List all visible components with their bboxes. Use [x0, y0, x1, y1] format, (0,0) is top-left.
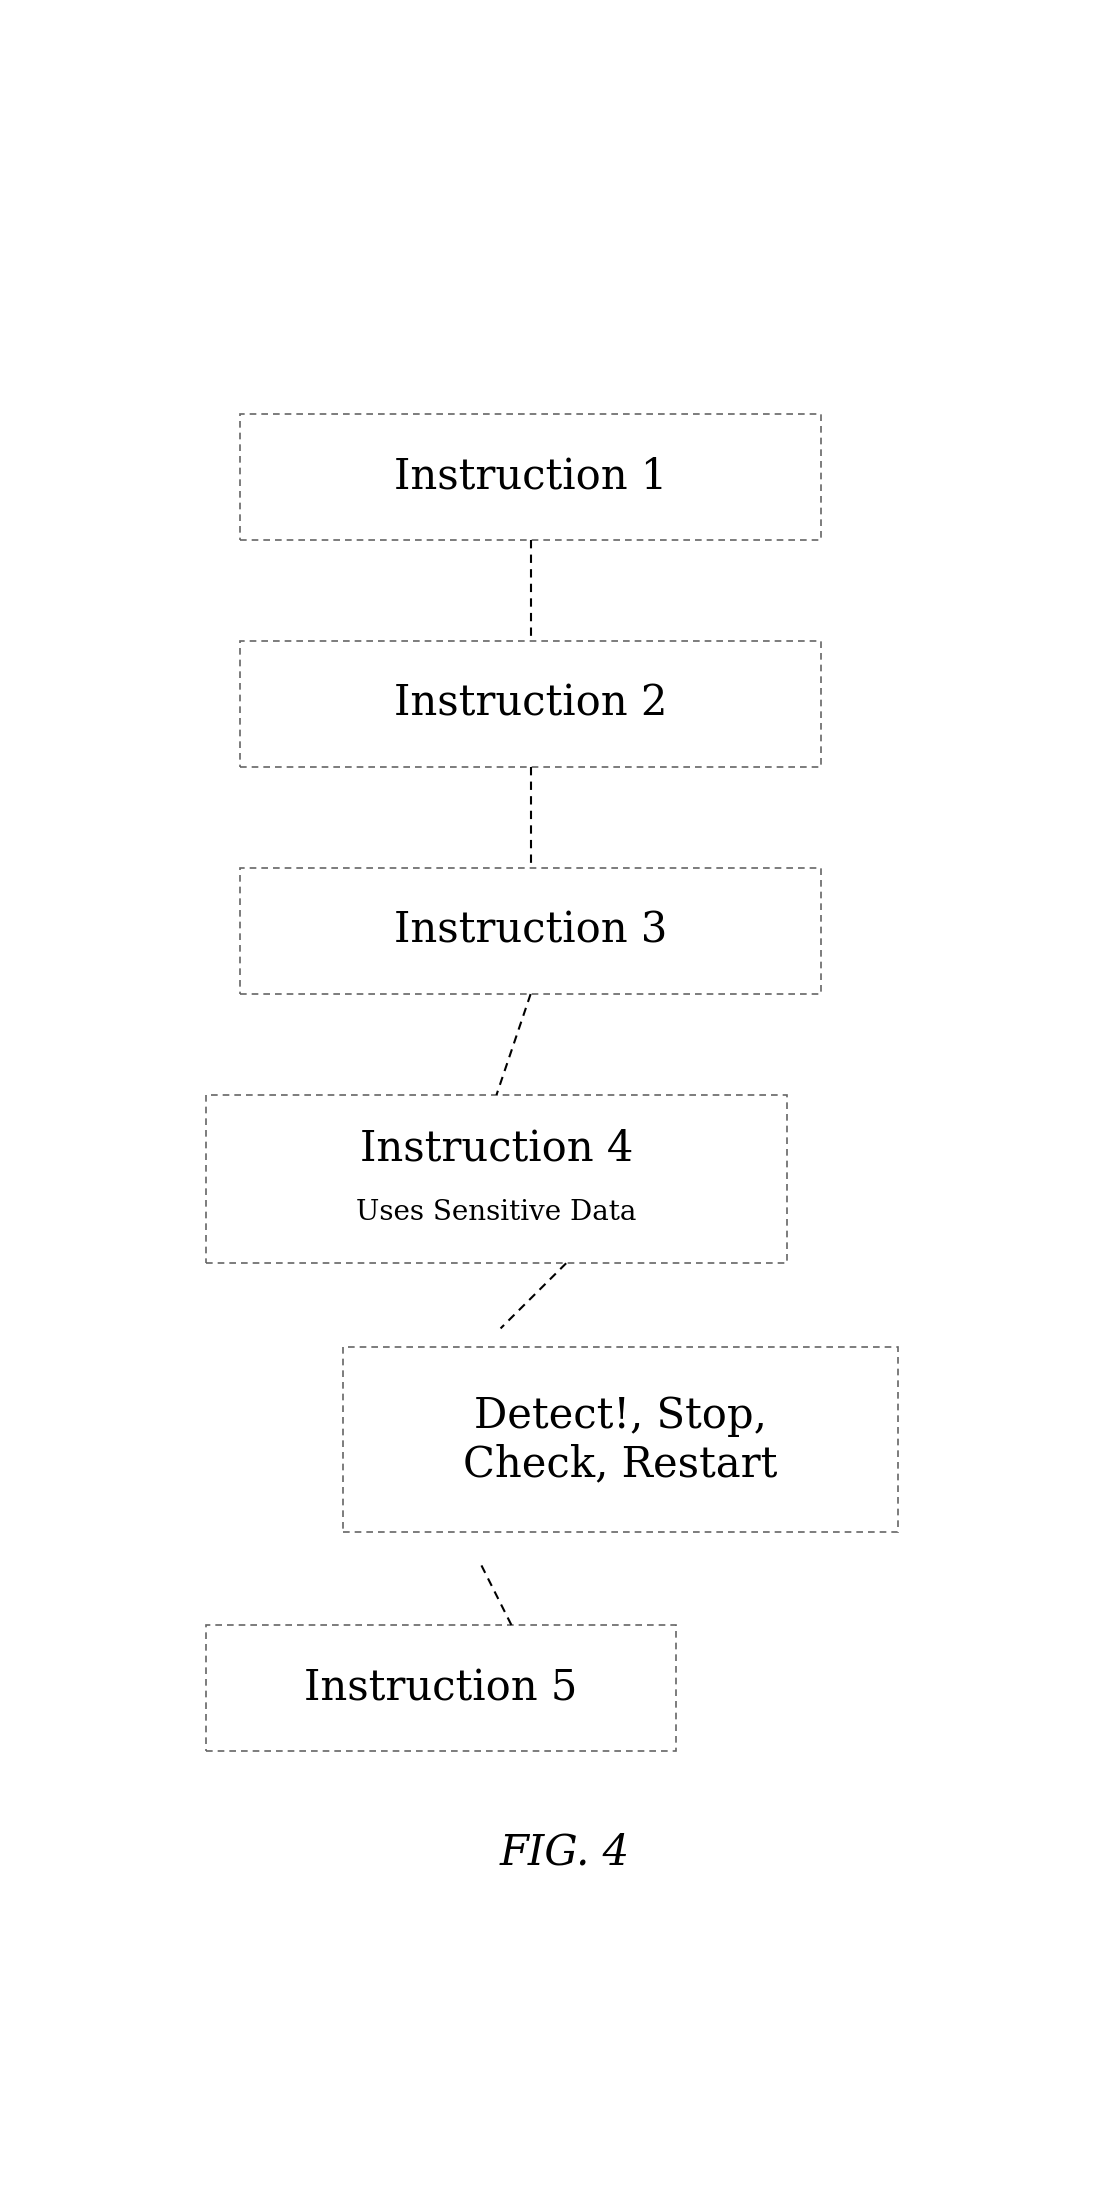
Bar — [206, 1095, 787, 1263]
Bar — [343, 1348, 898, 1532]
Bar — [240, 640, 821, 767]
Text: Detect!, Stop,
Check, Restart: Detect!, Stop, Check, Restart — [463, 1394, 778, 1486]
Text: FIG. 4: FIG. 4 — [499, 1831, 630, 1873]
Text: Instruction 4: Instruction 4 — [359, 1127, 634, 1169]
Text: Instruction 2: Instruction 2 — [393, 684, 668, 725]
Text: Uses Sensitive Data: Uses Sensitive Data — [356, 1200, 637, 1226]
Text: Instruction 5: Instruction 5 — [304, 1667, 577, 1709]
Text: Instruction 3: Instruction 3 — [393, 909, 668, 953]
Bar — [240, 867, 821, 994]
Text: Instruction 1: Instruction 1 — [395, 457, 667, 498]
Bar — [206, 1626, 676, 1750]
Bar — [240, 413, 821, 540]
